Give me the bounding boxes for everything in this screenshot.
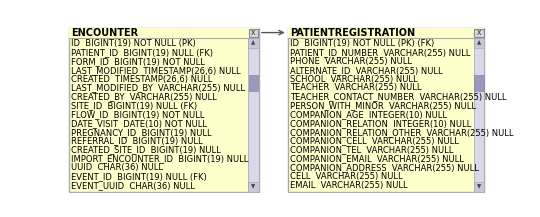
Bar (69, 28, 259, 38)
Text: ▼: ▼ (252, 184, 255, 189)
Text: UUID  CHAR(36) NULL: UUID CHAR(36) NULL (71, 163, 164, 172)
Text: IMPORT_ENCOUNTER_ID  BIGINT(19) NULL: IMPORT_ENCOUNTER_ID BIGINT(19) NULL (71, 154, 249, 163)
Text: COMPANION_TEL  VARCHAR(255) NULL: COMPANION_TEL VARCHAR(255) NULL (290, 145, 453, 155)
Text: COMPANION_ADDRESS  VARCHAR(255) NULL: COMPANION_ADDRESS VARCHAR(255) NULL (290, 163, 479, 172)
Text: ▲: ▲ (477, 40, 481, 45)
Text: EMAIL  VARCHAR(255) NULL: EMAIL VARCHAR(255) NULL (290, 181, 408, 190)
Text: REFERRAL_ID  BIGINT(19) NULL: REFERRAL_ID BIGINT(19) NULL (71, 136, 203, 146)
Text: SCHOOL  VARCHAR(255) NULL: SCHOOL VARCHAR(255) NULL (290, 75, 417, 84)
Bar (474, 75, 484, 92)
Text: PATIENTREGISTRATION: PATIENTREGISTRATION (290, 28, 415, 38)
Text: COMPANION_EMAIL  VARCHAR(255) NULL: COMPANION_EMAIL VARCHAR(255) NULL (290, 154, 464, 163)
Text: CREATED_BY  VARCHAR(255) NULL: CREATED_BY VARCHAR(255) NULL (71, 92, 217, 101)
Text: ID  BIGINT(19) NOT NULL (PK): ID BIGINT(19) NOT NULL (PK) (71, 39, 196, 48)
Text: TEACHER  VARCHAR(255) NULL: TEACHER VARCHAR(255) NULL (290, 84, 421, 92)
Bar (249, 29, 258, 37)
Bar (474, 29, 484, 37)
Text: EVENT_ID  BIGINT(19) NULL (FK): EVENT_ID BIGINT(19) NULL (FK) (71, 172, 207, 181)
Text: COMPANION_RELATION_OTHER  VARCHAR(255) NULL: COMPANION_RELATION_OTHER VARCHAR(255) NU… (290, 128, 514, 137)
Text: SITE_ID  BIGINT(19) NULL (FK): SITE_ID BIGINT(19) NULL (FK) (71, 101, 198, 110)
Bar (288, 28, 484, 38)
Text: COMPANION_AGE  INTEGER(10) NULL: COMPANION_AGE INTEGER(10) NULL (290, 110, 447, 119)
Bar (249, 75, 258, 92)
Text: FORM_ID  BIGINT(19) NOT NULL: FORM_ID BIGINT(19) NOT NULL (71, 57, 205, 66)
Text: CREATED_SITE_ID  BIGINT(19) NULL: CREATED_SITE_ID BIGINT(19) NULL (71, 145, 221, 155)
Text: ID  BIGINT(19) NOT NULL (PK) (FK): ID BIGINT(19) NOT NULL (PK) (FK) (290, 39, 434, 48)
Text: LAST_MODIFIED_BY  VARCHAR(255) NULL: LAST_MODIFIED_BY VARCHAR(255) NULL (71, 84, 245, 92)
Bar (474, 182, 484, 192)
Text: PATIENT_ID  BIGINT(19) NULL (FK): PATIENT_ID BIGINT(19) NULL (FK) (71, 48, 213, 57)
Text: TEACHER_CONTACT_NUMBER  VARCHAR(255) NULL: TEACHER_CONTACT_NUMBER VARCHAR(255) NULL (290, 92, 507, 101)
Text: x: x (251, 28, 256, 38)
Text: LAST_MODIFIED  TIMESTAMP(26,6) NULL: LAST_MODIFIED TIMESTAMP(26,6) NULL (71, 66, 241, 75)
Text: FLOW_ID  BIGINT(19) NOT NULL: FLOW_ID BIGINT(19) NOT NULL (71, 110, 205, 119)
Text: ALTERNATE_ID  VARCHAR(255) NULL: ALTERNATE_ID VARCHAR(255) NULL (290, 66, 443, 75)
Text: COMPANION_CELL  VARCHAR(255) NULL: COMPANION_CELL VARCHAR(255) NULL (290, 136, 459, 146)
Text: ENCOUNTER: ENCOUNTER (71, 28, 138, 38)
Bar (474, 38, 484, 48)
Text: PERSON_WITH_MINOR  VARCHAR(255) NULL: PERSON_WITH_MINOR VARCHAR(255) NULL (290, 101, 476, 110)
Text: CREATED  TIMESTAMP(26,6) NULL: CREATED TIMESTAMP(26,6) NULL (71, 75, 213, 84)
Text: COMPANION_RELATION  INTEGER(10) NULL: COMPANION_RELATION INTEGER(10) NULL (290, 119, 471, 128)
Bar (288, 28, 484, 192)
Bar (248, 182, 259, 192)
Text: x: x (477, 28, 481, 38)
Bar (474, 38, 484, 192)
Text: ▲: ▲ (252, 40, 255, 45)
Text: PHONE  VARCHAR(255) NULL: PHONE VARCHAR(255) NULL (290, 57, 412, 66)
Text: DATE_VISIT  DATE(10) NOT NULL: DATE_VISIT DATE(10) NOT NULL (71, 119, 207, 128)
Text: PATIENT_ID_NUMBER  VARCHAR(255) NULL: PATIENT_ID_NUMBER VARCHAR(255) NULL (290, 48, 470, 57)
Text: PREGNANCY_ID  BIGINT(19) NULL: PREGNANCY_ID BIGINT(19) NULL (71, 128, 212, 137)
Text: CELL  VARCHAR(255) NULL: CELL VARCHAR(255) NULL (290, 172, 402, 181)
Bar (248, 38, 259, 48)
Text: ▼: ▼ (477, 184, 481, 189)
Bar (69, 28, 259, 192)
Bar (248, 38, 259, 192)
Text: EVENT_UUID  CHAR(36) NULL: EVENT_UUID CHAR(36) NULL (71, 181, 195, 190)
